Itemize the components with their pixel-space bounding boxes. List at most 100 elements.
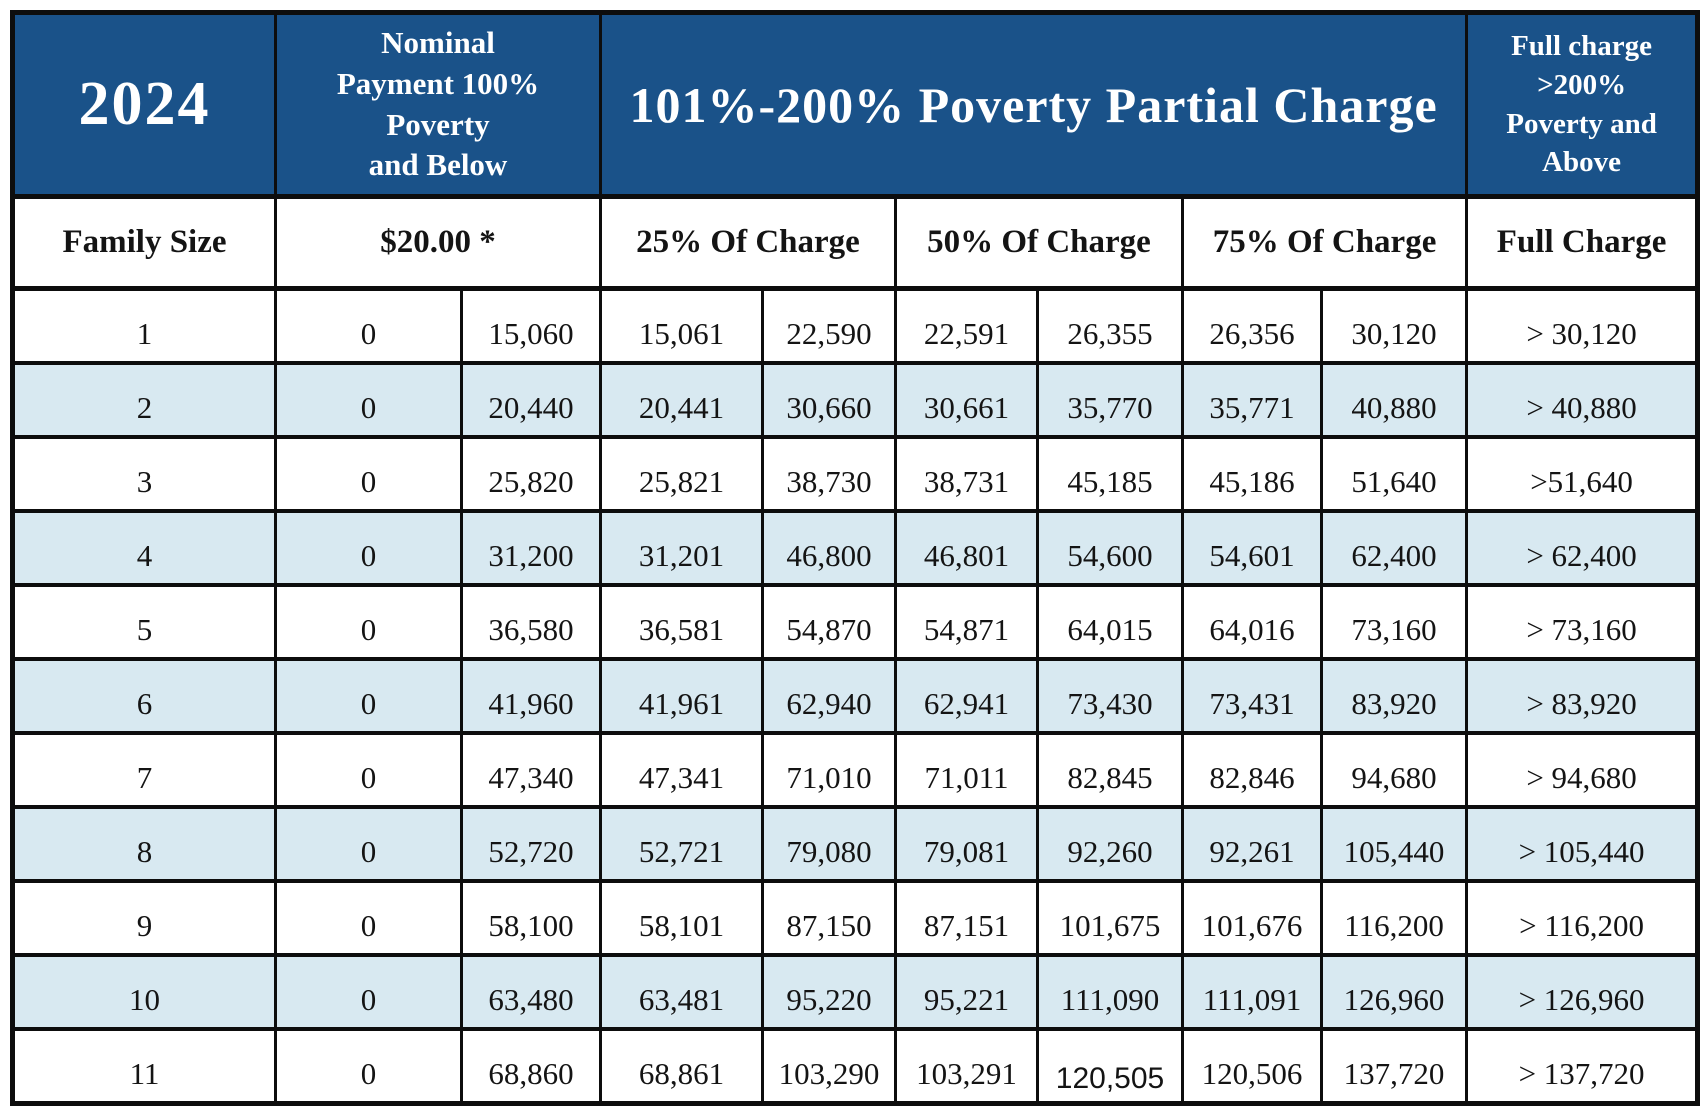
family-size-cell: 2 — [11, 360, 277, 439]
amount-cell: 45,186 — [1181, 434, 1323, 513]
table-row: 11 0 68,860 68,861 103,290 103,291 120,505 120,… — [11, 1027, 1700, 1106]
amount-cell: 54,600 — [1036, 508, 1184, 587]
amount-cell: 30,661 — [894, 360, 1039, 439]
amount-cell: 0 — [274, 434, 463, 513]
family-size-cell: 9 — [11, 879, 277, 958]
amount-cell: 52,720 — [460, 805, 602, 884]
amount-cell: 103,291 — [894, 1027, 1039, 1106]
amount-cell: > 116,200 — [1465, 879, 1700, 958]
table-row: 9 0 58,100 58,101 87,150 87,151 101,675 101,676… — [11, 879, 1700, 958]
charge-50-column-label: 50% Of Charge — [894, 195, 1184, 291]
amount-cell: 41,960 — [460, 656, 602, 735]
amount-cell: > 62,400 — [1465, 508, 1700, 587]
amount-cell: > 94,680 — [1465, 730, 1700, 810]
amount-cell: 71,011 — [894, 730, 1039, 810]
amount-cell: 116,200 — [1319, 879, 1469, 958]
amount-cell: 58,101 — [599, 879, 764, 958]
nominal-amount-label: $20.00 * — [274, 195, 602, 291]
amount-cell: 120,505 — [1036, 1027, 1184, 1106]
amount-cell: 20,441 — [599, 360, 764, 439]
amount-cell: 0 — [274, 953, 463, 1032]
table-row: 2 0 20,440 20,441 30,660 30,661 35,770 35,771 40… — [11, 360, 1700, 439]
amount-cell: 46,801 — [894, 508, 1039, 587]
amount-cell: 95,221 — [894, 953, 1039, 1032]
amount-cell: 45,185 — [1036, 434, 1184, 513]
amount-cell: 35,771 — [1181, 360, 1323, 439]
amount-cell: 0 — [274, 879, 463, 958]
nominal-payment-header: Nominal Payment 100% Poverty and Below — [274, 11, 602, 199]
amount-cell: 0 — [274, 805, 463, 884]
amount-cell: 92,261 — [1181, 805, 1323, 884]
amount-cell: 0 — [274, 360, 463, 439]
amount-cell: 68,861 — [599, 1027, 764, 1106]
table-row: 1 0 15,060 15,061 22,590 22,591 26,355 26,356 30… — [11, 286, 1700, 365]
family-size-cell: 3 — [11, 434, 277, 513]
full-charge-column-label: Full Charge — [1465, 195, 1700, 291]
table-header: 2024 Nominal Payment 100% Poverty and Be… — [11, 11, 1700, 291]
family-size-column-label: Family Size — [11, 195, 277, 291]
amount-cell: 64,016 — [1181, 582, 1323, 661]
amount-cell: > 83,920 — [1465, 656, 1700, 735]
amount-cell: 25,821 — [599, 434, 764, 513]
table-row: 5 0 36,580 36,581 54,870 54,871 64,015 64,016 73… — [11, 582, 1700, 661]
partial-charge-header: 101%-200% Poverty Partial Charge — [598, 11, 1469, 199]
amount-cell: 68,860 — [460, 1027, 602, 1106]
amount-cell: 62,400 — [1319, 508, 1469, 587]
year-header: 2024 — [11, 11, 277, 199]
table-body: 1 0 15,060 15,061 22,590 22,591 26,355 26,356 30… — [11, 286, 1700, 1106]
amount-cell: 15,060 — [460, 286, 602, 365]
poverty-fee-scale-table: 2024 Nominal Payment 100% Poverty and Be… — [10, 10, 1701, 1106]
amount-cell: 126,960 — [1319, 953, 1469, 1032]
amount-cell: 73,160 — [1319, 582, 1469, 661]
amount-cell: 62,941 — [894, 656, 1039, 735]
family-size-cell: 1 — [11, 286, 277, 365]
amount-cell: 0 — [274, 582, 463, 661]
amount-cell: 95,220 — [761, 953, 897, 1032]
amount-cell: 111,090 — [1036, 953, 1184, 1032]
amount-cell: 47,341 — [599, 730, 764, 810]
amount-cell: 0 — [274, 656, 463, 735]
family-size-cell: 11 — [11, 1027, 277, 1106]
table-row: 10 0 63,480 63,481 95,220 95,221 111,090 111,09… — [11, 953, 1700, 1032]
amount-cell: > 40,880 — [1465, 360, 1700, 439]
family-size-cell: 7 — [11, 730, 277, 810]
amount-cell: 92,260 — [1036, 805, 1184, 884]
amount-cell: 103,290 — [761, 1027, 897, 1106]
amount-cell: 0 — [274, 730, 463, 810]
amount-cell: 47,340 — [460, 730, 602, 810]
amount-cell: 63,481 — [599, 953, 764, 1032]
amount-cell: 52,721 — [599, 805, 764, 884]
amount-cell: 30,660 — [761, 360, 897, 439]
amount-cell: 38,730 — [761, 434, 897, 513]
table-row: 7 0 47,340 47,341 71,010 71,011 82,845 82,846 94… — [11, 730, 1700, 810]
amount-cell: 105,440 — [1319, 805, 1469, 884]
amount-cell: 54,871 — [894, 582, 1039, 661]
amount-cell: 101,676 — [1181, 879, 1323, 958]
amount-cell: 0 — [274, 508, 463, 587]
amount-cell: 15,061 — [599, 286, 764, 365]
amount-cell: 73,430 — [1036, 656, 1184, 735]
table-row: 8 0 52,720 52,721 79,080 79,081 92,260 92,261 10… — [11, 805, 1700, 884]
amount-cell: > 30,120 — [1465, 286, 1700, 365]
amount-cell: 22,590 — [761, 286, 897, 365]
amount-cell: 25,820 — [460, 434, 602, 513]
charge-25-column-label: 25% Of Charge — [599, 195, 897, 291]
amount-cell: 63,480 — [460, 953, 602, 1032]
amount-cell: 71,010 — [761, 730, 897, 810]
amount-cell: 79,081 — [894, 805, 1039, 884]
amount-cell: 46,800 — [761, 508, 897, 587]
amount-cell: 35,770 — [1036, 360, 1184, 439]
amount-cell: > 105,440 — [1465, 805, 1700, 884]
amount-cell: > 126,960 — [1465, 953, 1700, 1032]
amount-cell: 22,591 — [894, 286, 1039, 365]
header-row-secondary: Family Size $20.00 * 25% Of Charge 50% O… — [11, 195, 1700, 291]
table-row: 3 0 25,820 25,821 38,730 38,731 45,185 45,186 51… — [11, 434, 1700, 513]
amount-cell: 20,440 — [460, 360, 602, 439]
amount-cell: 0 — [274, 1027, 463, 1106]
amount-cell: 82,845 — [1036, 730, 1184, 810]
amount-cell: 26,356 — [1181, 286, 1323, 365]
amount-cell: 54,870 — [761, 582, 897, 661]
family-size-cell: 6 — [11, 656, 277, 735]
amount-cell: 36,581 — [599, 582, 764, 661]
